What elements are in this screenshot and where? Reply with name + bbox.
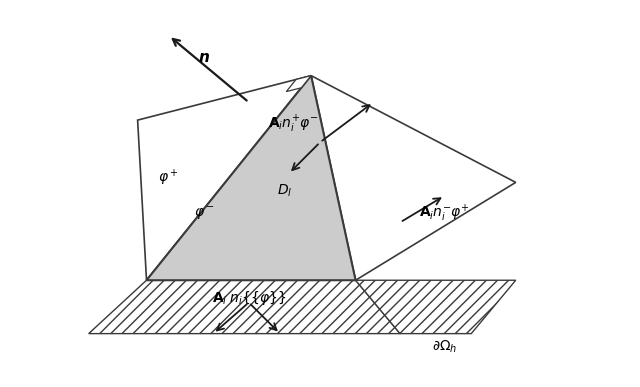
Text: $\mathbf{A}_i n_i^{+}\varphi^{-}$: $\mathbf{A}_i n_i^{+}\varphi^{-}$ bbox=[268, 114, 319, 135]
Polygon shape bbox=[286, 75, 311, 92]
Text: $\varphi^+$: $\varphi^+$ bbox=[158, 168, 179, 188]
Polygon shape bbox=[147, 75, 356, 280]
Text: $\mathbf{A}_i n_i^{-}\varphi^{+}$: $\mathbf{A}_i n_i^{-}\varphi^{+}$ bbox=[419, 203, 470, 224]
Polygon shape bbox=[311, 75, 516, 280]
Polygon shape bbox=[89, 280, 400, 334]
Text: $\varphi^-$: $\varphi^-$ bbox=[194, 205, 215, 222]
Text: $D_l$: $D_l$ bbox=[276, 183, 292, 199]
Text: $\mathbf{A}_i\; n_i\{\{\varphi\}\}$: $\mathbf{A}_i\; n_i\{\{\varphi\}\}$ bbox=[212, 289, 286, 307]
Polygon shape bbox=[138, 75, 311, 280]
Text: $\boldsymbol{n}$: $\boldsymbol{n}$ bbox=[198, 50, 211, 65]
Polygon shape bbox=[356, 280, 516, 334]
Text: $\partial\Omega_h$: $\partial\Omega_h$ bbox=[432, 339, 457, 355]
